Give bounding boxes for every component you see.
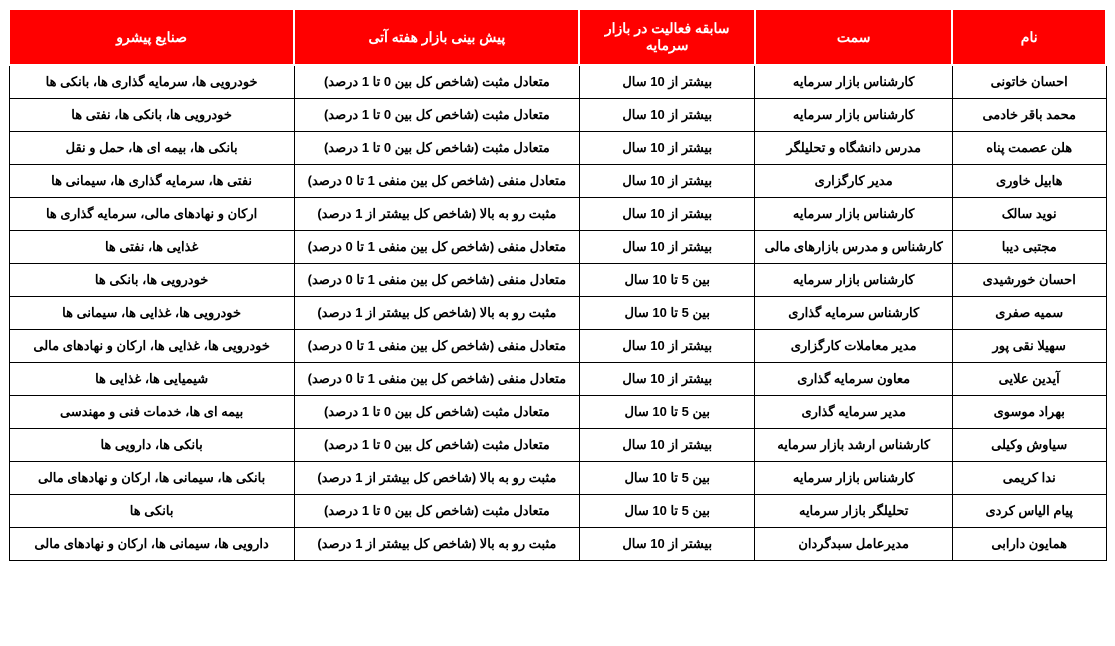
cell-forecast: متعادل منفی (شاخص کل بین منفی 1 تا 0 درص… — [294, 363, 579, 396]
table-row: احسان خاتونیکارشناس بازار سرمایهبیشتر از… — [9, 65, 1106, 99]
col-header-role: سمت — [755, 9, 952, 65]
table-row: آیدین علاییمعاون سرمایه گذاریبیشتر از 10… — [9, 363, 1106, 396]
cell-name: بهراد موسوی — [952, 396, 1106, 429]
table-row: هابیل خاوریمدیر کارگزاریبیشتر از 10 سالم… — [9, 165, 1106, 198]
cell-forecast: متعادل مثبت (شاخص کل بین 0 تا 1 درصد) — [294, 396, 579, 429]
cell-forecast: مثبت رو به بالا (شاخص کل بیشتر از 1 درصد… — [294, 528, 579, 561]
cell-name: هابیل خاوری — [952, 165, 1106, 198]
cell-role: مدیر کارگزاری — [755, 165, 952, 198]
cell-name: سمیه صفری — [952, 297, 1106, 330]
cell-forecast: مثبت رو به بالا (شاخص کل بیشتر از 1 درصد… — [294, 198, 579, 231]
table-row: هلن عصمت پناهمدرس دانشگاه و تحلیلگربیشتر… — [9, 132, 1106, 165]
cell-role: کارشناس بازار سرمایه — [755, 65, 952, 99]
cell-role: معاون سرمایه گذاری — [755, 363, 952, 396]
cell-role: مدیر معاملات کارگزاری — [755, 330, 952, 363]
cell-industries: بیمه ای ها، خدمات فنی و مهندسی — [9, 396, 294, 429]
cell-experience: بیشتر از 10 سال — [579, 165, 755, 198]
cell-experience: بین 5 تا 10 سال — [579, 297, 755, 330]
cell-forecast: متعادل منفی (شاخص کل بین منفی 1 تا 0 درص… — [294, 165, 579, 198]
table-row: احسان خورشیدیکارشناس بازار سرمایهبین 5 ت… — [9, 264, 1106, 297]
cell-experience: بیشتر از 10 سال — [579, 132, 755, 165]
cell-forecast: متعادل مثبت (شاخص کل بین 0 تا 1 درصد) — [294, 132, 579, 165]
cell-forecast: متعادل منفی (شاخص کل بین منفی 1 تا 0 درص… — [294, 264, 579, 297]
cell-forecast: متعادل مثبت (شاخص کل بین 0 تا 1 درصد) — [294, 99, 579, 132]
table-row: سیاوش وکیلیکارشناس ارشد بازار سرمایهبیشت… — [9, 429, 1106, 462]
table-row: همایون دارابیمدیرعامل سبدگردانبیشتر از 1… — [9, 528, 1106, 561]
cell-experience: بین 5 تا 10 سال — [579, 396, 755, 429]
cell-role: کارشناس بازار سرمایه — [755, 99, 952, 132]
cell-industries: خودرویی ها، غذایی ها، سیمانی ها — [9, 297, 294, 330]
table-row: سمیه صفریکارشناس سرمایه گذاریبین 5 تا 10… — [9, 297, 1106, 330]
cell-role: کارشناس ارشد بازار سرمایه — [755, 429, 952, 462]
cell-experience: بیشتر از 10 سال — [579, 330, 755, 363]
cell-forecast: مثبت رو به بالا (شاخص کل بیشتر از 1 درصد… — [294, 462, 579, 495]
cell-name: مجتبی دیبا — [952, 231, 1106, 264]
cell-forecast: متعادل منفی (شاخص کل بین منفی 1 تا 0 درص… — [294, 231, 579, 264]
cell-forecast: متعادل مثبت (شاخص کل بین 0 تا 1 درصد) — [294, 65, 579, 99]
cell-experience: بین 5 تا 10 سال — [579, 462, 755, 495]
col-header-experience: سابقه فعالیت در بازار سرمایه — [579, 9, 755, 65]
table-row: ندا کریمیکارشناس بازار سرمایهبین 5 تا 10… — [9, 462, 1106, 495]
cell-role: کارشناس سرمایه گذاری — [755, 297, 952, 330]
cell-role: کارشناس بازار سرمایه — [755, 462, 952, 495]
cell-name: پیام الیاس کردی — [952, 495, 1106, 528]
cell-forecast: متعادل مثبت (شاخص کل بین 0 تا 1 درصد) — [294, 429, 579, 462]
cell-role: کارشناس بازار سرمایه — [755, 198, 952, 231]
cell-forecast: متعادل منفی (شاخص کل بین منفی 1 تا 0 درص… — [294, 330, 579, 363]
cell-industries: بانکی ها، سیمانی ها، ارکان و نهادهای مال… — [9, 462, 294, 495]
cell-experience: بیشتر از 10 سال — [579, 363, 755, 396]
cell-name: احسان خاتونی — [952, 65, 1106, 99]
cell-industries: خودرویی ها، سرمایه گذاری ها، بانکی ها — [9, 65, 294, 99]
table-row: بهراد موسویمدیر سرمایه گذاریبین 5 تا 10 … — [9, 396, 1106, 429]
forecast-table: نام سمت سابقه فعالیت در بازار سرمایه پیش… — [8, 8, 1107, 561]
cell-industries: شیمیایی ها، غذایی ها — [9, 363, 294, 396]
cell-experience: بیشتر از 10 سال — [579, 231, 755, 264]
cell-experience: بیشتر از 10 سال — [579, 429, 755, 462]
cell-role: مدیرعامل سبدگردان — [755, 528, 952, 561]
col-header-name: نام — [952, 9, 1106, 65]
table-row: پیام الیاس کردیتحلیلگر بازار سرمایهبین 5… — [9, 495, 1106, 528]
cell-name: ندا کریمی — [952, 462, 1106, 495]
cell-industries: بانکی ها، بیمه ای ها، حمل و نقل — [9, 132, 294, 165]
cell-name: احسان خورشیدی — [952, 264, 1106, 297]
col-header-industries: صنایع پیشرو — [9, 9, 294, 65]
cell-industries: خودرویی ها، بانکی ها، نفتی ها — [9, 99, 294, 132]
cell-experience: بیشتر از 10 سال — [579, 528, 755, 561]
cell-industries: نفتی ها، سرمایه گذاری ها، سیمانی ها — [9, 165, 294, 198]
cell-name: نوید سالک — [952, 198, 1106, 231]
table-header: نام سمت سابقه فعالیت در بازار سرمایه پیش… — [9, 9, 1106, 65]
cell-experience: بیشتر از 10 سال — [579, 65, 755, 99]
cell-experience: بین 5 تا 10 سال — [579, 264, 755, 297]
cell-experience: بین 5 تا 10 سال — [579, 495, 755, 528]
cell-industries: خودرویی ها، غذایی ها، ارکان و نهادهای ما… — [9, 330, 294, 363]
table-row: محمد باقر خادمیکارشناس بازار سرمایهبیشتر… — [9, 99, 1106, 132]
cell-name: همایون دارابی — [952, 528, 1106, 561]
col-header-forecast: پیش بینی بازار هفته آتی — [294, 9, 579, 65]
cell-industries: بانکی ها، دارویی ها — [9, 429, 294, 462]
cell-industries: ارکان و نهادهای مالی، سرمایه گذاری ها — [9, 198, 294, 231]
table-row: سهیلا نقی پورمدیر معاملات کارگزاریبیشتر … — [9, 330, 1106, 363]
cell-name: سهیلا نقی پور — [952, 330, 1106, 363]
cell-name: هلن عصمت پناه — [952, 132, 1106, 165]
cell-industries: بانکی ها — [9, 495, 294, 528]
cell-forecast: متعادل مثبت (شاخص کل بین 0 تا 1 درصد) — [294, 495, 579, 528]
table-row: نوید سالککارشناس بازار سرمایهبیشتر از 10… — [9, 198, 1106, 231]
cell-role: تحلیلگر بازار سرمایه — [755, 495, 952, 528]
cell-industries: خودرویی ها، بانکی ها — [9, 264, 294, 297]
table-body: احسان خاتونیکارشناس بازار سرمایهبیشتر از… — [9, 65, 1106, 561]
cell-role: مدرس دانشگاه و تحلیلگر — [755, 132, 952, 165]
cell-experience: بیشتر از 10 سال — [579, 198, 755, 231]
cell-forecast: مثبت رو به بالا (شاخص کل بیشتر از 1 درصد… — [294, 297, 579, 330]
cell-name: محمد باقر خادمی — [952, 99, 1106, 132]
cell-experience: بیشتر از 10 سال — [579, 99, 755, 132]
cell-industries: دارویی ها، سیمانی ها، ارکان و نهادهای ما… — [9, 528, 294, 561]
cell-name: سیاوش وکیلی — [952, 429, 1106, 462]
cell-role: مدیر سرمایه گذاری — [755, 396, 952, 429]
cell-name: آیدین علایی — [952, 363, 1106, 396]
table-row: مجتبی دیباکارشناس و مدرس بازارهای مالیبی… — [9, 231, 1106, 264]
cell-industries: غذایی ها، نفتی ها — [9, 231, 294, 264]
cell-role: کارشناس بازار سرمایه — [755, 264, 952, 297]
cell-role: کارشناس و مدرس بازارهای مالی — [755, 231, 952, 264]
